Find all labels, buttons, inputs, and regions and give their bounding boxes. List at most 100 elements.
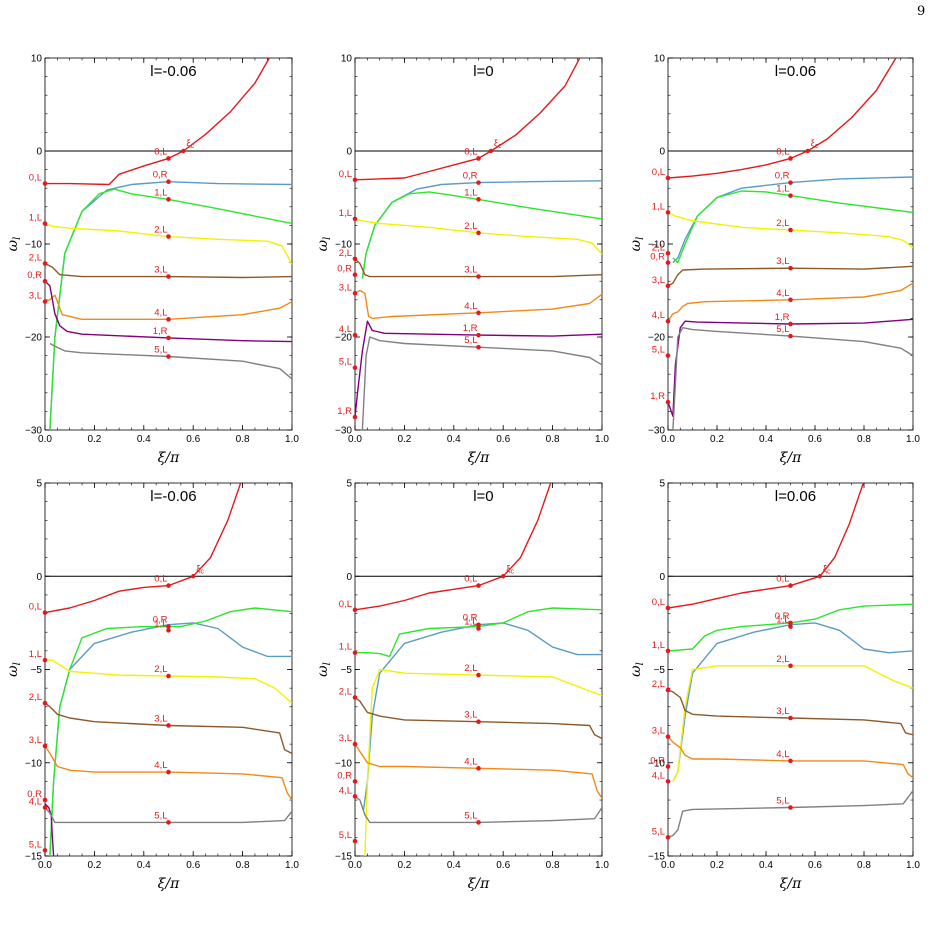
point-label: 3,L — [29, 291, 42, 302]
data-point — [665, 175, 671, 181]
y-axis-title: ωl — [5, 237, 23, 252]
plot-frame — [667, 57, 914, 431]
data-point — [42, 299, 48, 304]
point-label: 2,L — [776, 654, 789, 665]
x-tick-label: 0.0 — [38, 860, 52, 871]
series-line-purple — [668, 318, 913, 417]
point-label: 1,R — [775, 312, 790, 323]
data-point — [665, 648, 671, 654]
point-label: 2,L — [29, 253, 42, 264]
data-point — [42, 797, 48, 803]
xi-c-point — [817, 574, 823, 579]
xi-c-label: ξc — [823, 563, 831, 575]
point-label: 2,L — [776, 218, 789, 229]
x-tick-label: 0.2 — [710, 860, 724, 871]
point-label: 5,L — [339, 830, 352, 841]
data-point — [665, 687, 671, 693]
data-point — [42, 221, 48, 226]
x-tick-label: 0.6 — [496, 434, 510, 445]
data-point — [476, 583, 481, 588]
y-tick-label: −5 — [341, 665, 353, 676]
data-point — [788, 624, 793, 629]
y-tick-label: −30 — [25, 426, 42, 437]
point-label: 5,L — [652, 826, 665, 837]
data-point — [476, 230, 481, 236]
series-line-gray — [45, 807, 292, 824]
y-tick-label: −10 — [335, 758, 352, 769]
point-label: 0,L — [29, 173, 42, 184]
series-line-brown — [355, 258, 602, 278]
series-line-gray — [668, 790, 913, 838]
xi-c-label: ξc — [811, 138, 819, 150]
point-label: 2,L — [154, 664, 167, 675]
x-tick-label: 1.0 — [595, 860, 609, 871]
point-label: 4,L — [29, 797, 42, 808]
data-point — [42, 743, 48, 749]
panel-title: l=0.06 — [775, 488, 816, 505]
panel-title: l=-0.06 — [150, 63, 196, 80]
data-point — [352, 794, 358, 799]
data-point — [166, 156, 171, 161]
data-point — [352, 607, 358, 613]
point-label: 5,L — [29, 839, 42, 850]
x-tick-label: 0.2 — [397, 860, 411, 871]
y-tick-label: −15 — [335, 852, 352, 863]
data-point — [42, 261, 48, 266]
panel-title: l=0.06 — [775, 63, 816, 80]
panel-title: l=0 — [473, 488, 493, 505]
point-label: 5,L — [154, 345, 167, 356]
series-line-yellow — [45, 659, 292, 704]
data-point — [665, 399, 671, 405]
data-point — [166, 179, 171, 184]
x-tick-label: 0.6 — [808, 434, 822, 445]
y-tick-label: −10 — [25, 240, 42, 251]
y-tick-label: 0 — [346, 147, 352, 158]
x-tick-label: 0.4 — [137, 434, 151, 445]
point-label: 0,R — [650, 755, 665, 766]
xi-c-label: ξc — [494, 138, 502, 150]
point-label: 1,L — [339, 642, 352, 653]
point-label: 5,L — [464, 335, 477, 346]
y-tick-label: −5 — [31, 665, 43, 676]
data-point — [166, 274, 171, 279]
data-point — [352, 838, 358, 844]
xi-c-point — [191, 574, 196, 579]
data-point — [42, 610, 48, 615]
point-label: 1,L — [652, 201, 665, 212]
y-tick-label: −10 — [25, 758, 42, 769]
x-tick-label: 1.0 — [285, 860, 299, 871]
point-label: 1,L — [464, 616, 477, 627]
point-label: 1,R — [337, 406, 352, 417]
point-label: 0,R — [337, 264, 352, 275]
data-point — [476, 719, 481, 725]
data-point — [665, 260, 671, 265]
plot-frame — [44, 482, 293, 857]
y-tick-label: −10 — [648, 758, 665, 769]
x-tick-label: 0.8 — [546, 860, 560, 871]
data-point — [476, 274, 481, 279]
point-label: 2,L — [464, 663, 477, 674]
data-point — [788, 758, 793, 764]
point-label: 4,L — [652, 770, 665, 781]
series-line-red — [355, 483, 552, 611]
x-tick-label: 0.8 — [236, 860, 250, 871]
data-point — [166, 820, 171, 825]
xi-c-point — [501, 574, 506, 579]
data-point — [166, 335, 171, 341]
data-point — [788, 583, 793, 588]
x-axis-title: ξ/π — [468, 876, 490, 892]
data-point — [476, 197, 481, 202]
data-point — [352, 779, 358, 784]
point-label: 0,R — [463, 171, 478, 182]
y-tick-label: −30 — [335, 426, 352, 437]
point-label: 3,L — [29, 735, 42, 746]
x-tick-label: 0.0 — [348, 860, 362, 871]
series-line-orange — [668, 282, 913, 322]
chart-panel-6: 5 0 −5 −10 −150.0 0.2 0.4 0.6 0.8 1.0 ξc 0,L 1,L 2,L 3… — [628, 479, 920, 893]
data-point — [476, 672, 481, 678]
x-tick-label: 0.2 — [87, 434, 101, 445]
data-point — [476, 626, 481, 631]
point-label: 0,L — [776, 574, 789, 585]
plot-frame — [44, 57, 293, 431]
y-axis-title: ωl — [315, 237, 333, 252]
